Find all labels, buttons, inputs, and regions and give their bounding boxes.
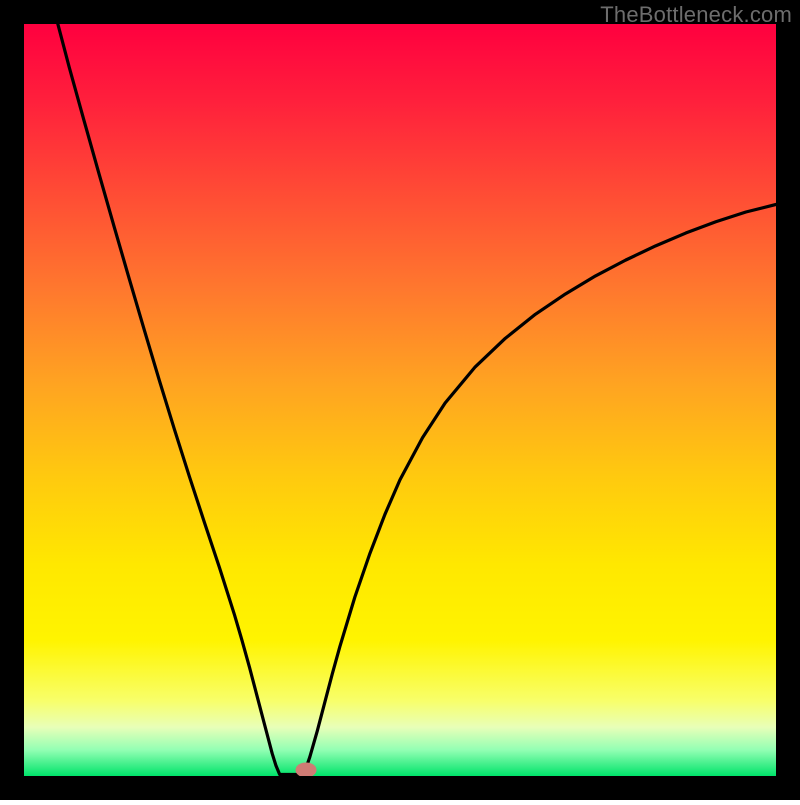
bottleneck-chart: TheBottleneck.com	[0, 0, 800, 800]
chart-svg	[0, 0, 800, 800]
optimum-marker	[295, 762, 316, 777]
watermark-text: TheBottleneck.com	[600, 2, 792, 28]
chart-plot-area	[24, 24, 776, 776]
